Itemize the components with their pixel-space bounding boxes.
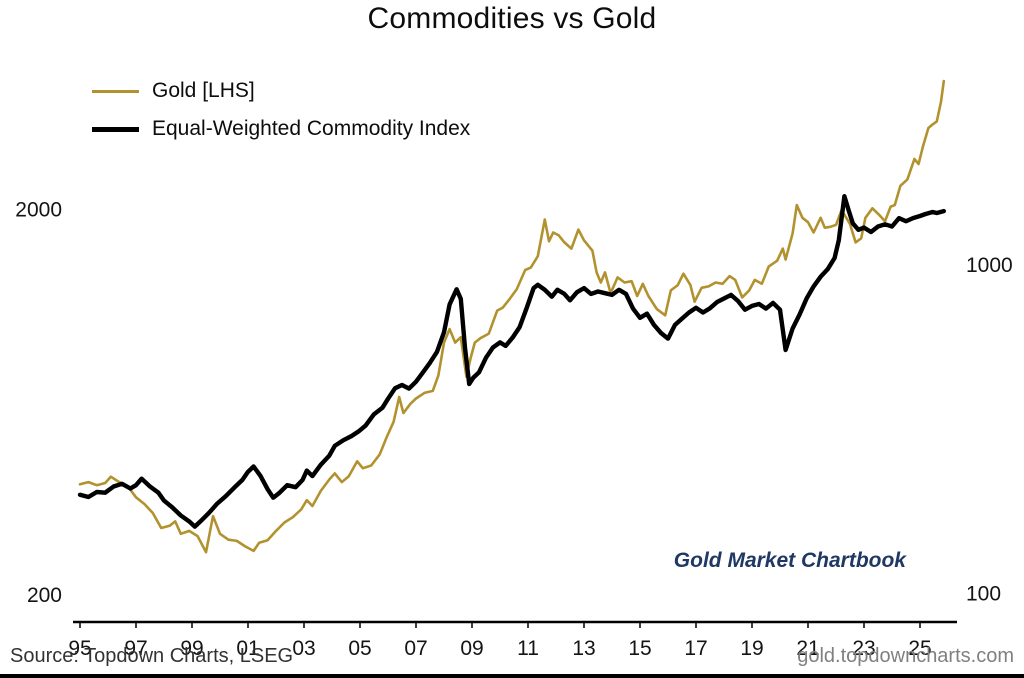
legend: Gold [LHS] Equal-Weighted Commodity Inde… <box>92 72 470 148</box>
legend-item-commodity: Equal-Weighted Commodity Index <box>92 110 470 148</box>
x-tick-label: 21 <box>796 637 819 660</box>
x-tick-label: 11 <box>517 637 539 660</box>
gold-series-line <box>78 79 946 554</box>
x-tick-label: 19 <box>740 637 763 660</box>
right-axis-tick-label: 100 <box>966 583 1001 606</box>
gold-line-swatch <box>92 89 139 93</box>
website-url: gold.topdowncharts.com <box>797 645 1014 667</box>
x-tick-label: 97 <box>124 637 147 660</box>
commodity-line-swatch <box>92 126 139 132</box>
x-tick-label: 03 <box>292 637 315 660</box>
x-tick-label: 99 <box>180 637 203 660</box>
legend-label-gold: Gold [LHS] <box>152 79 255 102</box>
commodity-series-line <box>77 193 946 529</box>
x-tick-label: 95 <box>68 637 91 660</box>
chartbook-annotation: Gold Market Chartbook <box>673 549 906 572</box>
x-tick-label: 13 <box>572 637 595 660</box>
x-tick-label: 15 <box>628 637 651 660</box>
left-axis-tick-label: 2000 <box>15 198 62 221</box>
x-tick-label: 05 <box>348 637 371 660</box>
left-axis-tick-label: 200 <box>27 584 62 607</box>
x-tick-label: 25 <box>908 637 931 660</box>
x-tick-label: 07 <box>404 637 427 660</box>
x-tick-label: 09 <box>460 637 483 660</box>
source-credit: Source: Topdown Charts, LSEG <box>10 645 294 667</box>
right-axis-tick-label: 1000 <box>966 254 1013 277</box>
x-tick-label: 01 <box>236 637 259 660</box>
page-title: Commodities vs Gold <box>367 2 657 35</box>
legend-item-gold: Gold [LHS] <box>92 72 470 110</box>
legend-label-commodity: Equal-Weighted Commodity Index <box>152 117 471 140</box>
x-tick-label: 23 <box>852 637 875 660</box>
x-tick-label: 17 <box>684 637 707 660</box>
